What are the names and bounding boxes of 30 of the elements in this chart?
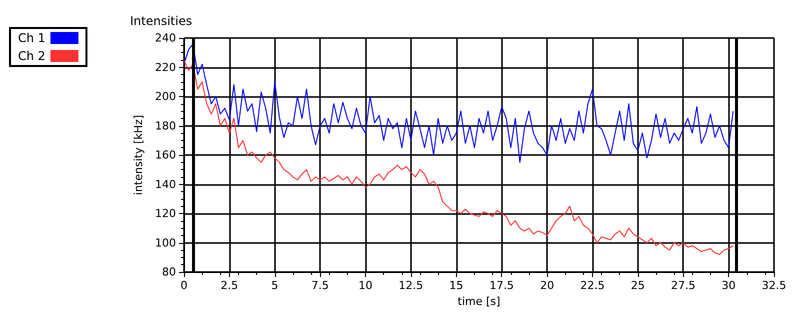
x-tick-label: 17.5 <box>489 279 514 292</box>
y-tick-label: 240 <box>155 32 176 44</box>
y-tick-label: 100 <box>155 236 176 250</box>
y-tick-label: 180 <box>155 119 176 132</box>
line-series <box>184 59 734 255</box>
x-tick-label: 0 <box>180 279 188 292</box>
x-axis-title: time [s] <box>458 294 500 308</box>
x-tick-label: 2.5 <box>220 279 238 292</box>
x-tick-label: 27.5 <box>670 279 696 292</box>
x-tick-label: 5 <box>271 279 278 292</box>
y-tick-label: 140 <box>155 178 176 191</box>
x-tick-label: 25 <box>630 279 645 292</box>
y-tick-label: 220 <box>155 60 176 74</box>
x-tick-label: 30 <box>722 279 736 292</box>
y-tick-label: 160 <box>155 148 176 162</box>
x-tick-label: 20 <box>540 279 554 292</box>
x-tick-label: 32.5 <box>762 279 786 292</box>
line-series <box>184 43 734 163</box>
y-axis-title: intensity [kHz] <box>132 114 146 196</box>
y-tick-label: 200 <box>155 90 176 103</box>
x-tick-label: 7.5 <box>311 279 329 292</box>
x-tick-label: 15 <box>449 279 464 292</box>
y-tick-label: 80 <box>162 266 176 278</box>
x-tick-label: 12.5 <box>398 279 424 292</box>
legend-label: Ch 2 <box>18 49 46 63</box>
x-tick-label: 10 <box>358 279 373 292</box>
chart-title: Intensities <box>130 14 192 28</box>
y-tick-label: 120 <box>155 207 176 220</box>
x-tick-label: 22.5 <box>580 279 605 292</box>
legend-label: Ch 1 <box>18 31 46 45</box>
